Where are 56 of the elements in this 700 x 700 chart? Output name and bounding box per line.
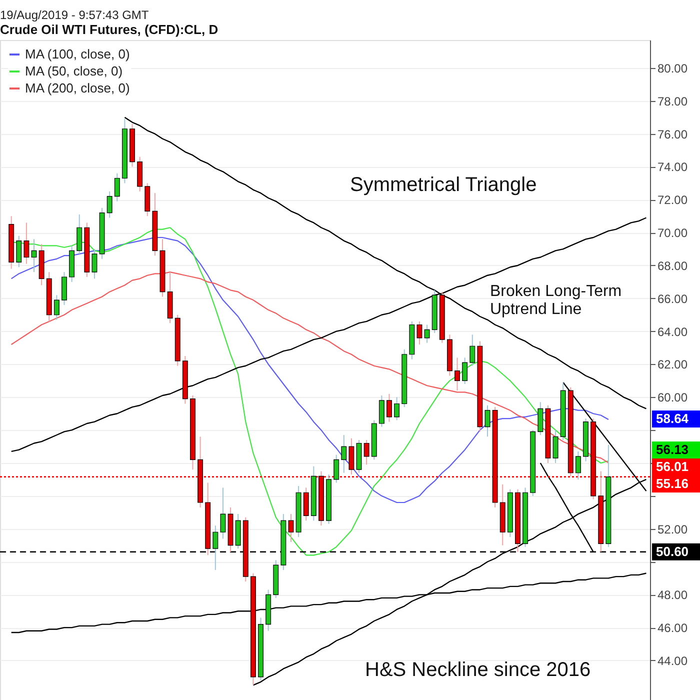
candlestick xyxy=(454,357,460,392)
annotation: Symmetrical Triangle xyxy=(350,174,537,196)
candlestick xyxy=(484,404,490,438)
y-tick-label: 60.00 xyxy=(658,390,688,405)
candlestick xyxy=(386,393,392,422)
y-tick-label: 62.00 xyxy=(658,358,688,372)
candlestick xyxy=(31,238,37,273)
y-tick-label: 48.00 xyxy=(658,588,688,602)
candlestick xyxy=(54,294,60,320)
candlestick xyxy=(424,324,430,344)
candlestick xyxy=(114,172,120,202)
y-tick-label: 46.00 xyxy=(658,621,688,636)
legend-label: MA (50, close, 0) xyxy=(25,64,123,78)
candlestick xyxy=(462,357,468,384)
candlestick xyxy=(106,190,112,218)
text: 19/Aug/2019 - 9:57:43 GMT xyxy=(0,8,150,22)
annotation: H&S Neckline since 2016 xyxy=(365,659,591,681)
candlestick xyxy=(76,214,82,254)
candlestick xyxy=(416,320,422,345)
candlestick xyxy=(348,438,354,476)
candlestick xyxy=(378,395,384,428)
candlestick xyxy=(538,402,544,436)
y-tick-label: 78.00 xyxy=(658,94,688,108)
candlestick xyxy=(341,434,347,474)
candlestick xyxy=(220,487,226,540)
y-tick-label: 74.00 xyxy=(658,160,688,174)
text: 58.64 xyxy=(656,411,690,426)
legend-label: MA (200, close, 0) xyxy=(25,80,130,96)
y-tick-label: 70.00 xyxy=(658,226,688,240)
candlestick xyxy=(16,235,22,268)
candlestick xyxy=(575,450,581,480)
legend-label: MA (100, close, 0) xyxy=(25,46,130,62)
candlestick xyxy=(470,334,476,366)
y-tick-label: 72.00 xyxy=(658,193,688,208)
candlestick xyxy=(24,222,30,264)
y-tick-label: 76.00 xyxy=(658,127,688,142)
y-tick-label: 52.00 xyxy=(658,522,688,536)
candlestick xyxy=(364,439,370,466)
candlestick xyxy=(334,454,340,484)
y-tick-label: 68.00 xyxy=(658,258,688,273)
y-tick-label: 66.00 xyxy=(658,292,688,306)
candlestick xyxy=(92,248,98,280)
y-tick-label: 64.00 xyxy=(658,324,688,339)
annotation: Broken Long-Term Uptrend Line xyxy=(490,283,622,318)
candlestick xyxy=(303,487,309,522)
chart-title: Crude Oil WTI Futures, (CFD):CL, D xyxy=(0,22,218,37)
candlestick xyxy=(62,272,67,306)
candlestick xyxy=(552,430,558,464)
text: 56.13 xyxy=(656,442,689,457)
y-tick-label: 80.00 xyxy=(658,61,688,76)
candlestick xyxy=(288,514,294,542)
candlestick xyxy=(394,396,400,421)
ref-line-label: 55.16 xyxy=(656,476,689,491)
y-tick-label: 44.00 xyxy=(658,654,688,668)
text: 56.01 xyxy=(656,459,689,474)
ref-line-label: 50.60 xyxy=(656,544,689,559)
